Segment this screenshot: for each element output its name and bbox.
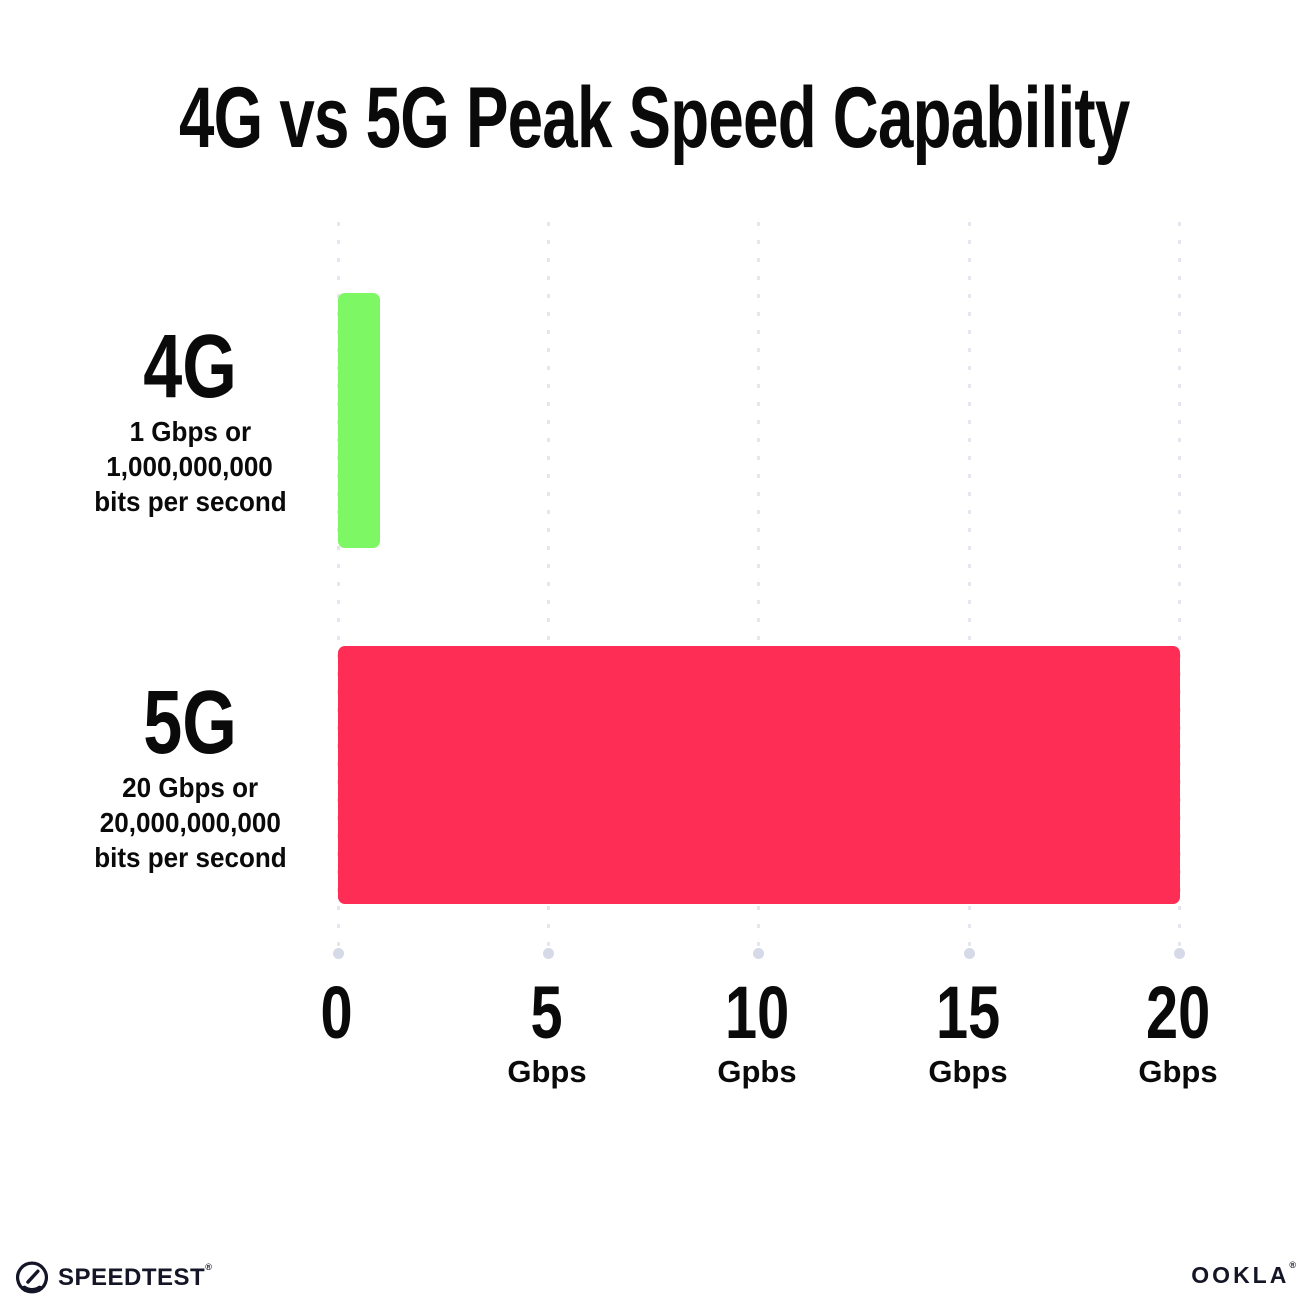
ookla-trademark: ®: [1289, 1260, 1296, 1270]
x-tick-5-value: 5: [530, 971, 564, 1054]
bar-4g: [338, 293, 380, 548]
x-tick-15: 15 Gbps: [858, 975, 1078, 1089]
speedtest-wordmark: SPEEDTEST®: [58, 1262, 213, 1291]
bar-5g: [338, 646, 1180, 904]
x-tick-10-value: 10: [724, 971, 790, 1054]
x-tick-20-unit: Gbps: [1138, 1054, 1218, 1089]
x-tick-0-value: 0: [320, 971, 354, 1054]
row-label-5g-title: 5G: [143, 673, 237, 773]
ookla-wordmark: OOKLA: [1191, 1262, 1290, 1288]
x-tick-0-unit: [227, 1055, 447, 1089]
x-tick-10-unit: Gpbs: [717, 1054, 797, 1089]
row-label-4g-title: 4G: [143, 317, 237, 417]
speedtest-logo: SPEEDTEST®: [14, 1260, 212, 1296]
row-label-4g-sub-line: 1,000,000,000: [106, 451, 274, 482]
row-label-5g-sub-line: 20,000,000,000: [99, 807, 281, 838]
x-tick-5-unit: Gbps: [507, 1054, 587, 1089]
speedtest-gauge-icon: [15, 1261, 49, 1294]
row-label-5g-sub-line: bits per second: [93, 842, 287, 873]
x-tick-5: 5 Gbps: [437, 975, 657, 1089]
ookla-logo: OOKLA ®: [1191, 1260, 1296, 1289]
x-tick-10: 10 Gpbs: [647, 975, 867, 1089]
row-label-5g: 5G 20 Gbps or 20,000,000,000 bits per se…: [30, 676, 350, 875]
gridline-15: [964, 222, 975, 959]
x-tick-20: 20 Gbps: [1068, 975, 1288, 1089]
gridline-0: [333, 222, 344, 959]
x-tick-20-value: 20: [1145, 971, 1211, 1054]
gridline-10: [753, 222, 764, 959]
x-tick-0: 0: [227, 975, 447, 1089]
x-tick-15-value: 15: [935, 971, 1001, 1054]
row-label-4g-sub-line: 1 Gbps or: [129, 416, 251, 447]
row-label-4g-sub-line: bits per second: [93, 486, 287, 517]
speedtest-trademark: ®: [205, 1262, 213, 1272]
row-label-5g-sub-line: 20 Gbps or: [121, 772, 259, 803]
gridline-5: [543, 222, 554, 959]
x-tick-15-unit: Gbps: [928, 1054, 1008, 1089]
row-label-4g: 4G 1 Gbps or 1,000,000,000 bits per seco…: [30, 320, 350, 519]
chart-title: 4G vs 5G Peak Speed Capability: [0, 72, 1308, 164]
gridline-20: [1174, 222, 1185, 959]
chart-title-text: 4G vs 5G Peak Speed Capability: [178, 69, 1130, 166]
